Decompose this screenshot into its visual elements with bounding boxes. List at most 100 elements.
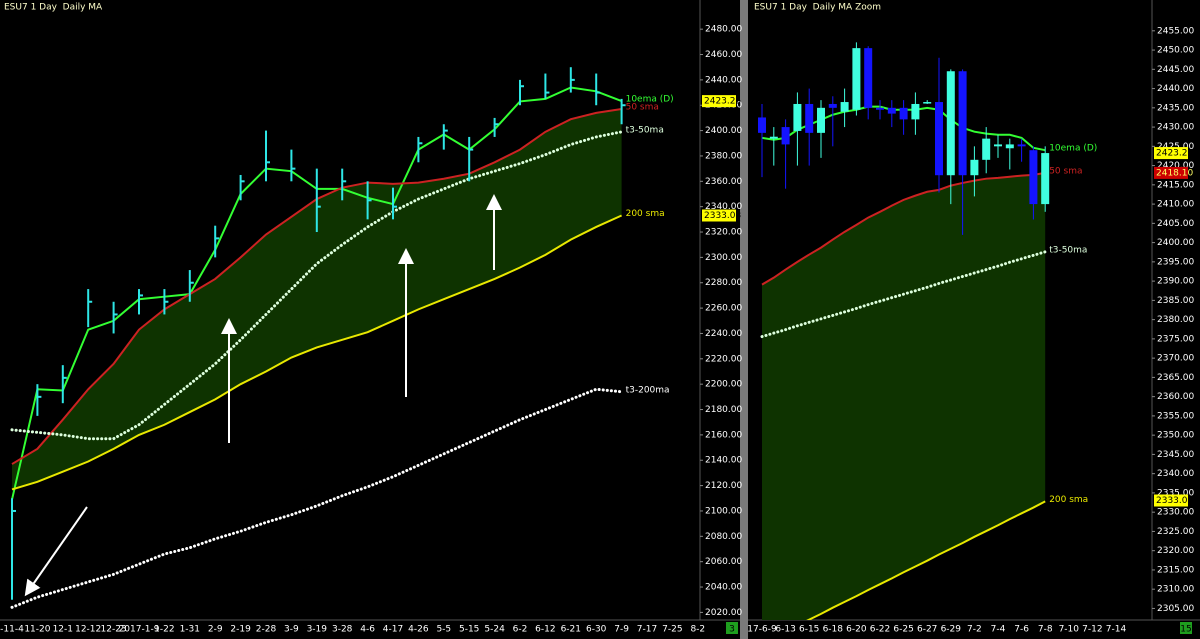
candle-body — [828, 103, 837, 108]
y-tick-label: 2360.00 — [1157, 392, 1194, 402]
x-tick-label: 7-12 — [1082, 625, 1102, 635]
ma-line — [760, 250, 1047, 339]
x-tick-label: 6-18 — [823, 625, 844, 635]
x-tick-label: 6-15 — [799, 625, 819, 635]
x-tick-label: 7-4 — [991, 625, 1006, 635]
price-marker-label: 2333.03 — [704, 211, 741, 221]
x-tick-label: 6-30 — [586, 625, 607, 635]
y-tick-label: 2100.00 — [705, 506, 742, 516]
series-label: 200 sma — [1049, 495, 1088, 505]
corner-box — [1180, 622, 1192, 634]
candle-body — [911, 103, 920, 120]
price-marker — [1154, 494, 1188, 507]
candle-body — [876, 107, 884, 110]
candle-body — [946, 71, 955, 176]
price-marker — [1154, 147, 1188, 160]
x-tick-label: 7-14 — [1106, 625, 1127, 635]
y-tick-label: 2450.00 — [1157, 46, 1194, 56]
x-tick-label: 7-8 — [1038, 625, 1053, 635]
series-label: 10ema (D) — [1049, 144, 1097, 154]
y-tick-label: 2380.00 — [1157, 315, 1194, 325]
x-tick-label: 12-23 — [101, 625, 127, 635]
corner-box — [726, 622, 738, 634]
candle-body — [817, 107, 825, 133]
plot-left — [10, 67, 626, 609]
y-tick-label: 2340.00 — [1157, 469, 1194, 479]
plot-right — [758, 42, 1050, 620]
y-tick-label: 2440.00 — [1157, 84, 1194, 94]
y-tick-label: 2380.00 — [705, 151, 742, 161]
y-tick-label: 2455.00 — [1157, 26, 1194, 36]
panel-title: ESU7 1 Day Daily MA — [4, 3, 103, 13]
candle-body — [781, 127, 790, 145]
y-tick-label: 2020.00 — [705, 608, 742, 618]
y-tick-label: 2480.00 — [705, 25, 742, 35]
y-tick-label: 2180.00 — [705, 405, 742, 415]
y-tick-label: 2330.00 — [1157, 508, 1194, 518]
candle-body — [758, 117, 766, 133]
ma-line — [806, 500, 1046, 620]
x-tick-label: 6-20 — [846, 625, 867, 635]
x-tick-label: 2017-1-9 — [119, 625, 160, 635]
panel-divider — [740, 0, 748, 639]
y-tick-label: 2310.00 — [1157, 585, 1194, 595]
price-marker-label: 2423.25 — [704, 97, 741, 107]
y-tick-label: 2440.00 — [705, 75, 742, 85]
x-tick-label: 3-28 — [332, 625, 353, 635]
y-tick-label: 2345.00 — [1157, 450, 1194, 460]
series-label: 50 sma — [1049, 166, 1082, 176]
y-tick-label: 2325.00 — [1157, 527, 1194, 537]
ma-line — [10, 130, 624, 441]
candle-body — [923, 102, 932, 104]
x-tick-label: 17-6-9 — [747, 625, 777, 635]
candle-body — [958, 71, 967, 176]
x-tick-label: 1-22 — [154, 625, 174, 635]
y-tick-label: 2435.00 — [1157, 103, 1194, 113]
candle-body — [1041, 153, 1050, 205]
y-tick-label: 2400.00 — [1157, 238, 1194, 248]
candle-body — [769, 136, 778, 139]
candle-body — [793, 103, 802, 131]
candle-body — [899, 107, 908, 120]
candle-body — [935, 102, 943, 176]
x-tick-label: 4-26 — [408, 625, 429, 635]
x-tick-label: 4-17 — [383, 625, 403, 635]
candle-body — [994, 144, 1002, 147]
x-tick-label: 6-27 — [917, 625, 937, 635]
band-fill — [12, 109, 622, 490]
series-label: t3-50ma — [1049, 245, 1087, 255]
price-marker — [702, 95, 736, 108]
candle-body — [864, 48, 873, 108]
x-tick-label: 12-12 — [75, 625, 101, 635]
y-tick-label: 2305.00 — [1157, 604, 1194, 614]
x-tick-label: 7-6 — [1014, 625, 1029, 635]
y-tick-label: 2350.00 — [1157, 431, 1194, 441]
y-tick-label: 2400.00 — [705, 126, 742, 136]
x-tick-label: 2-19 — [230, 625, 251, 635]
x-tick-label: 5-5 — [436, 625, 451, 635]
x-tick-label: 3-19 — [307, 625, 328, 635]
x-tick-label: 11-20 — [24, 625, 50, 635]
y-tick-label: 2240.00 — [705, 329, 742, 339]
candle-body — [970, 159, 979, 176]
candle-body — [887, 107, 896, 114]
x-tick-label: 7-25 — [662, 625, 682, 635]
x-tick-label: 2-28 — [256, 625, 277, 635]
ma-line — [11, 214, 623, 491]
x-tick-label: 6-25 — [893, 625, 913, 635]
y-tick-label: 2220.00 — [705, 354, 742, 364]
x-tick-label: 6-22 — [870, 625, 890, 635]
ma-line — [761, 171, 1046, 286]
x-tick-label: 6-2 — [513, 625, 528, 635]
y-tick-label: 2405.00 — [1157, 219, 1194, 229]
x-tick-label: -11-4 — [0, 625, 24, 635]
y-tick-label: 2385.00 — [1157, 296, 1194, 306]
y-tick-label: 2425.00 — [1157, 142, 1194, 152]
candle-body — [840, 102, 849, 112]
candle-body — [982, 138, 991, 160]
x-tick-label: 3-9 — [284, 625, 299, 635]
candle-body — [852, 48, 861, 110]
candle-body — [1017, 144, 1026, 147]
price-marker — [1154, 166, 1188, 179]
x-tick-label: 12-1 — [53, 625, 73, 635]
